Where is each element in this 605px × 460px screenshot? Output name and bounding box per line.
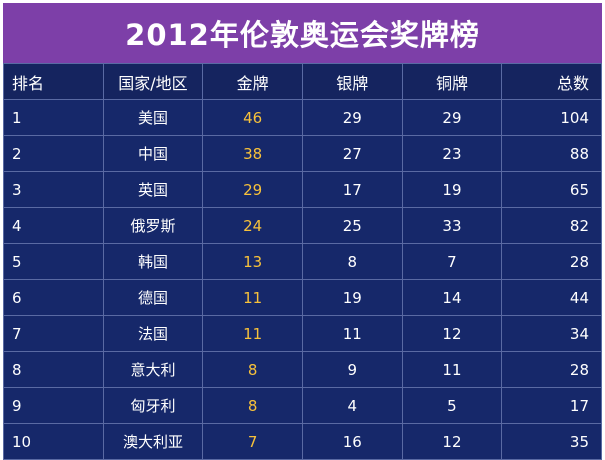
column-header-gold: 金牌 bbox=[202, 63, 303, 100]
rank-cell: 10 bbox=[3, 423, 104, 460]
bronze-cell: 19 bbox=[401, 171, 503, 208]
bronze-cell: 12 bbox=[401, 423, 503, 460]
table-row: 7 法国 11 11 12 34 bbox=[3, 315, 602, 352]
country-cell: 德国 bbox=[102, 279, 204, 316]
table-row: 1 美国 46 29 29 104 bbox=[3, 99, 602, 136]
total-cell: 88 bbox=[501, 135, 602, 172]
table-row: 9 匈牙利 8 4 5 17 bbox=[3, 387, 602, 424]
rank-cell: 8 bbox=[3, 351, 104, 388]
country-cell: 俄罗斯 bbox=[102, 207, 204, 244]
bronze-cell: 12 bbox=[401, 315, 503, 352]
column-header-bronze: 铜牌 bbox=[401, 63, 503, 100]
table-row: 2 中国 38 27 23 88 bbox=[3, 135, 602, 172]
bronze-cell: 23 bbox=[401, 135, 503, 172]
bronze-cell: 29 bbox=[401, 99, 503, 136]
rank-cell: 2 bbox=[3, 135, 104, 172]
total-cell: 65 bbox=[501, 171, 602, 208]
gold-cell: 8 bbox=[202, 351, 303, 388]
gold-cell: 24 bbox=[202, 207, 303, 244]
table-row: 4 俄罗斯 24 25 33 82 bbox=[3, 207, 602, 244]
bronze-cell: 33 bbox=[401, 207, 503, 244]
gold-cell: 7 bbox=[202, 423, 303, 460]
rank-cell: 3 bbox=[3, 171, 104, 208]
total-cell: 104 bbox=[501, 99, 602, 136]
total-cell: 17 bbox=[501, 387, 602, 424]
country-cell: 韩国 bbox=[102, 243, 204, 280]
silver-cell: 17 bbox=[301, 171, 403, 208]
table-row: 6 德国 11 19 14 44 bbox=[3, 279, 602, 316]
rank-cell: 5 bbox=[3, 243, 104, 280]
table-row: 5 韩国 13 8 7 28 bbox=[3, 243, 602, 280]
table-row: 8 意大利 8 9 11 28 bbox=[3, 351, 602, 388]
gold-cell: 11 bbox=[202, 279, 303, 316]
silver-cell: 8 bbox=[301, 243, 403, 280]
silver-cell: 25 bbox=[301, 207, 403, 244]
column-header-country: 国家/地区 bbox=[102, 63, 204, 100]
rank-cell: 6 bbox=[3, 279, 104, 316]
silver-cell: 9 bbox=[301, 351, 403, 388]
bronze-cell: 5 bbox=[401, 387, 503, 424]
rank-cell: 9 bbox=[3, 387, 104, 424]
table-body: 1 美国 46 29 29 104 2 中国 38 27 23 88 3 英国 29 17 19 65 4 俄罗斯 24… bbox=[3, 99, 602, 460]
gold-cell: 11 bbox=[202, 315, 303, 352]
silver-cell: 29 bbox=[301, 99, 403, 136]
column-header-total: 总数 bbox=[501, 63, 602, 100]
rank-cell: 1 bbox=[3, 99, 104, 136]
table-row: 10 澳大利亚 7 16 12 35 bbox=[3, 423, 602, 460]
country-cell: 美国 bbox=[102, 99, 204, 136]
table-row: 3 英国 29 17 19 65 bbox=[3, 171, 602, 208]
country-cell: 中国 bbox=[102, 135, 204, 172]
total-cell: 28 bbox=[501, 243, 602, 280]
column-header-rank: 排名 bbox=[3, 63, 104, 100]
country-cell: 意大利 bbox=[102, 351, 204, 388]
bronze-cell: 14 bbox=[401, 279, 503, 316]
rank-cell: 4 bbox=[3, 207, 104, 244]
total-cell: 28 bbox=[501, 351, 602, 388]
gold-cell: 38 bbox=[202, 135, 303, 172]
silver-cell: 19 bbox=[301, 279, 403, 316]
silver-cell: 4 bbox=[301, 387, 403, 424]
gold-cell: 13 bbox=[202, 243, 303, 280]
gold-cell: 46 bbox=[202, 99, 303, 136]
country-cell: 澳大利亚 bbox=[102, 423, 204, 460]
gold-cell: 8 bbox=[202, 387, 303, 424]
country-cell: 法国 bbox=[102, 315, 204, 352]
silver-cell: 16 bbox=[301, 423, 403, 460]
country-cell: 匈牙利 bbox=[102, 387, 204, 424]
silver-cell: 11 bbox=[301, 315, 403, 352]
chart-title: 2012年伦敦奥运会奖牌榜 bbox=[3, 3, 602, 63]
column-header-silver: 银牌 bbox=[301, 63, 403, 100]
bronze-cell: 11 bbox=[401, 351, 503, 388]
gold-cell: 29 bbox=[202, 171, 303, 208]
header-row: 排名 国家/地区 金牌 银牌 铜牌 总数 bbox=[3, 63, 602, 100]
total-cell: 34 bbox=[501, 315, 602, 352]
total-cell: 44 bbox=[501, 279, 602, 316]
rank-cell: 7 bbox=[3, 315, 104, 352]
total-cell: 82 bbox=[501, 207, 602, 244]
silver-cell: 27 bbox=[301, 135, 403, 172]
bronze-cell: 7 bbox=[401, 243, 503, 280]
total-cell: 35 bbox=[501, 423, 602, 460]
country-cell: 英国 bbox=[102, 171, 204, 208]
medal-table: 排名 国家/地区 金牌 银牌 铜牌 总数 1 美国 46 29 29 104 2 中国 38 27… bbox=[3, 63, 602, 460]
